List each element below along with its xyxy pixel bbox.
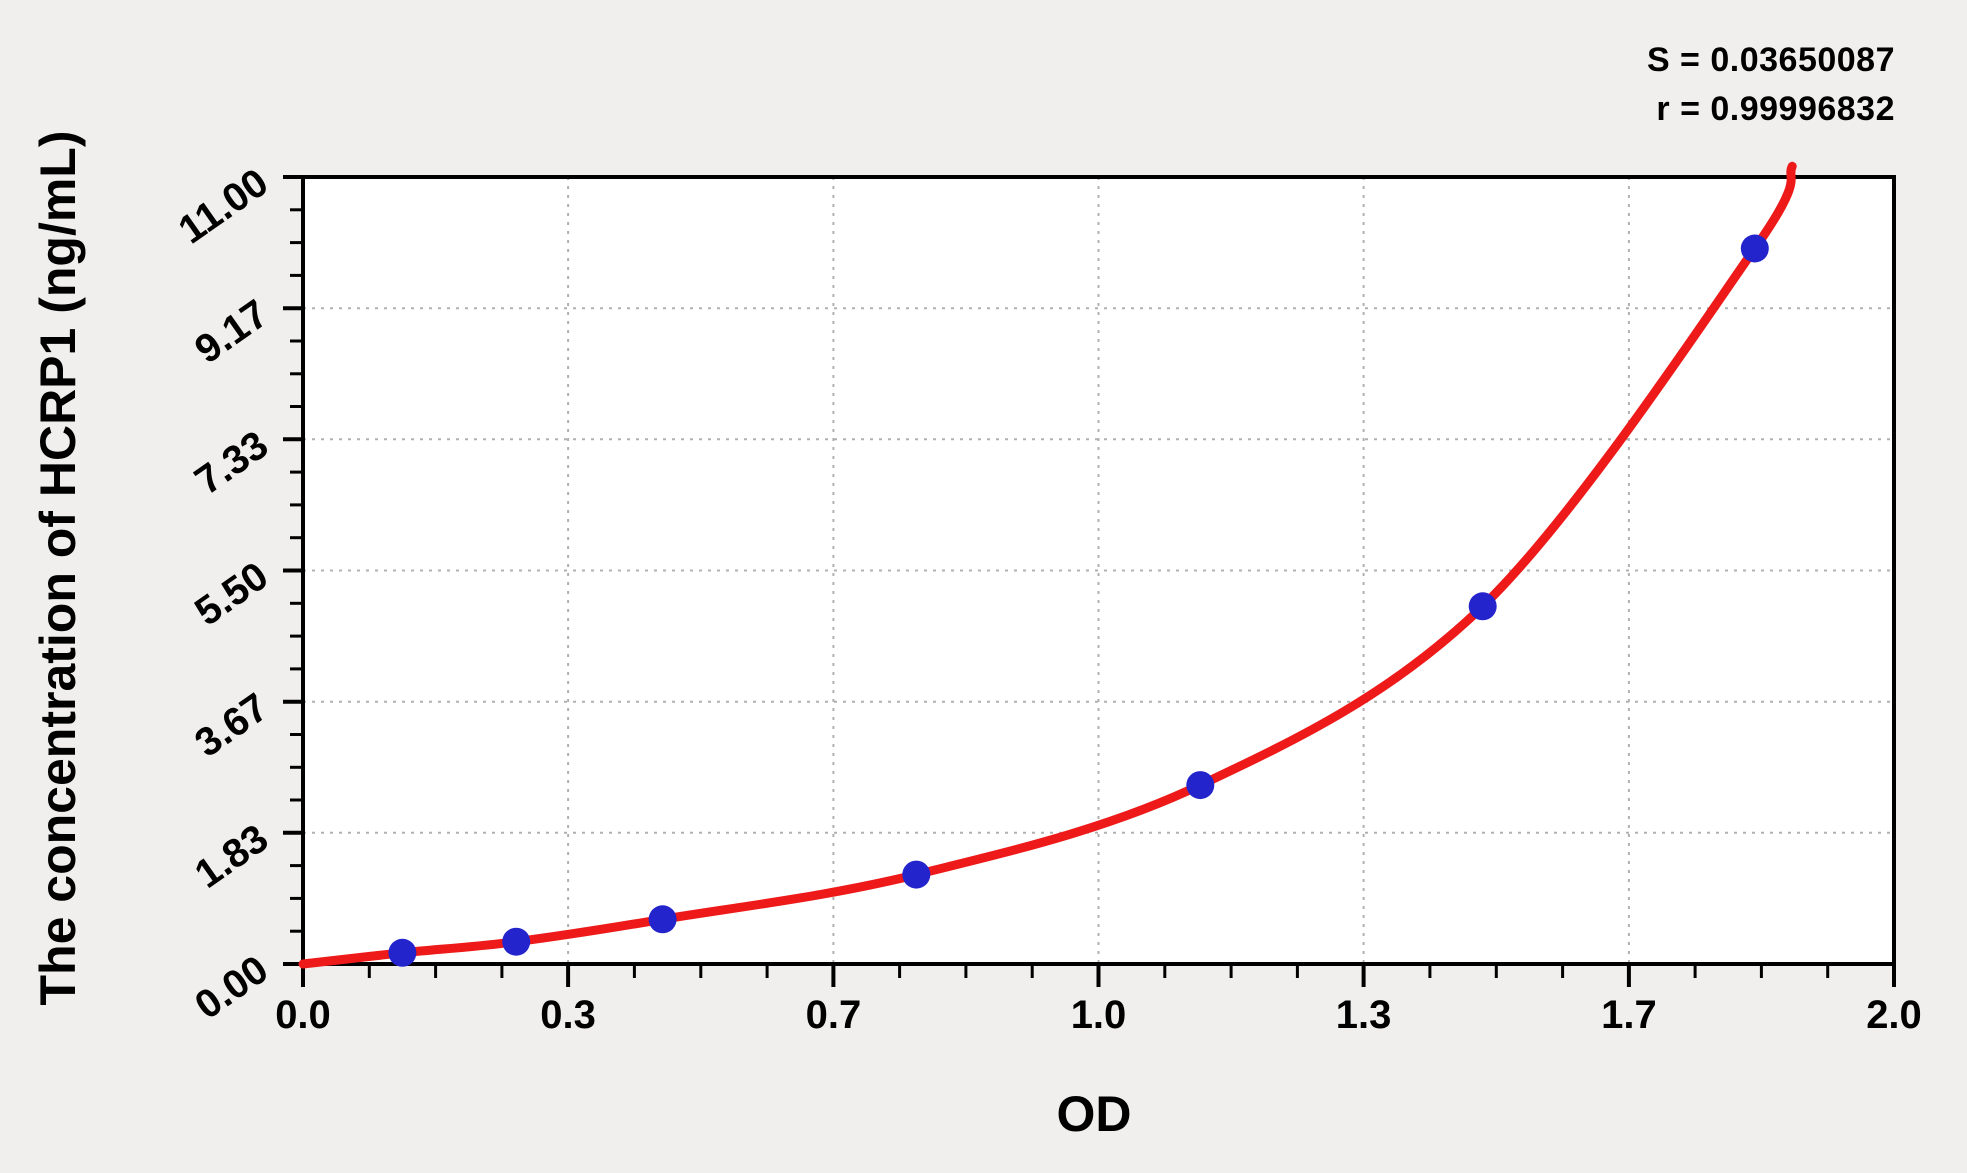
fit-statistics: S = 0.03650087 r = 0.99996832 [1647,36,1895,134]
y-tick-label: 3.67 [187,685,276,766]
y-tick-label: 0.00 [187,947,276,1028]
data-point [502,927,531,956]
x-tick-label: 0.7 [806,993,862,1037]
y-tick-label: 9.17 [187,292,276,373]
x-tick-label: 2.0 [1866,993,1922,1037]
x-axis-title: OD [1056,1086,1132,1142]
r-value-text: r = 0.99996832 [1656,90,1895,128]
data-point [1468,592,1497,621]
y-tick-label: 7.33 [187,423,276,504]
x-tick-label: 0.0 [275,993,331,1037]
data-point [902,860,931,889]
y-tick-label: 11.00 [171,160,276,252]
x-tick-label: 1.0 [1071,993,1127,1037]
data-point [648,905,677,934]
fit-curve [298,161,1797,969]
y-tick-label: 5.50 [187,554,276,635]
x-tick-label: 0.3 [540,993,596,1037]
s-value-text: S = 0.03650087 [1646,41,1895,79]
data-point [1186,771,1215,800]
data-point [388,938,417,967]
data-point [1740,234,1769,263]
x-tick-label: 1.7 [1601,993,1657,1037]
x-tick-label: 1.3 [1336,993,1392,1037]
y-tick-label: 1.83 [187,816,276,897]
